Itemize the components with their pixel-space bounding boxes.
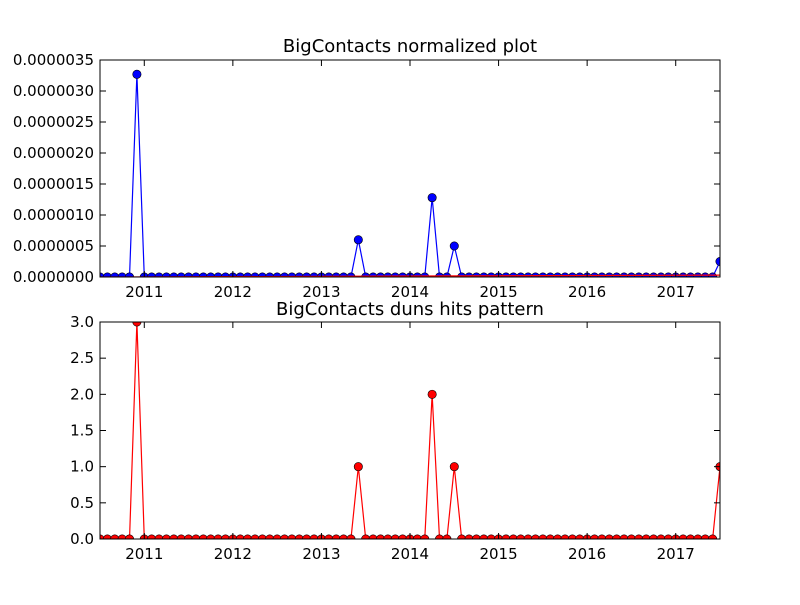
duns-hits-x-tick-label: 2017 <box>657 545 695 563</box>
duns-hits-data-point <box>427 389 437 399</box>
duns-hits-x-tick-label: 2011 <box>125 545 163 563</box>
duns-hits-y-tick-label: 1.5 <box>70 422 94 440</box>
normalized-data-point <box>353 235 363 245</box>
duns-hits-x-tick-label: 2015 <box>479 545 517 563</box>
duns-hits-y-tick-label: 1.0 <box>70 458 94 476</box>
normalized-y-tick-label: 0.0000020 <box>13 144 94 162</box>
normalized-x-tick-label: 2014 <box>391 283 429 301</box>
duns-hits-x-tick-label: 2012 <box>214 545 252 563</box>
duns-hits-x-tick-label: 2014 <box>391 545 429 563</box>
normalized-x-tick-label: 2017 <box>657 283 695 301</box>
duns-hits-y-tick-label: 0.0 <box>70 530 94 548</box>
normalized-data-point <box>449 241 459 251</box>
duns-hits-y-tick-label: 2.5 <box>70 349 94 367</box>
normalized-x-tick-label: 2011 <box>125 283 163 301</box>
duns-hits-data-point <box>449 462 459 472</box>
duns-hits-y-tick-label: 2.0 <box>70 385 94 403</box>
duns-hits-data-area <box>100 322 720 539</box>
normalized-y-tick-label: 0.0000035 <box>13 51 94 69</box>
duns-hits-data-point <box>353 462 363 472</box>
normalized-x-tick-label: 2015 <box>479 283 517 301</box>
normalized-y-tick-label: 0.0000005 <box>13 237 94 255</box>
duns-hits-x-tick-label: 2016 <box>568 545 606 563</box>
normalized-y-tick-label: 0.0000015 <box>13 175 94 193</box>
normalized-x-tick-label: 2013 <box>302 283 340 301</box>
duns-hits-x-tick-label: 2013 <box>302 545 340 563</box>
normalized-chart-title: BigContacts normalized plot <box>283 36 537 57</box>
duns-hits-chart-title: BigContacts duns hits pattern <box>276 299 544 320</box>
normalized-data-point <box>427 193 437 203</box>
normalized-y-tick-label: 0.0000030 <box>13 82 94 100</box>
normalized-y-tick-label: 0.0000010 <box>13 206 94 224</box>
normalized-data-point <box>132 69 142 79</box>
duns-hits-data-point <box>132 322 142 327</box>
normalized-x-tick-label: 2016 <box>568 283 606 301</box>
duns-hits-y-tick-label: 3.0 <box>70 313 94 331</box>
normalized-y-tick-label: 0.0000000 <box>13 268 94 286</box>
normalized-x-tick-label: 2012 <box>214 283 252 301</box>
duns-hits-panel: BigContacts duns hits pattern 2011 2012 201… <box>70 299 721 563</box>
duns-hits-y-tick-label: 0.5 <box>70 494 94 512</box>
normalized-y-tick-label: 0.0000025 <box>13 113 94 131</box>
normalized-plot-panel: BigContacts normalized plot 2011 2012 2013 2… <box>13 36 721 301</box>
